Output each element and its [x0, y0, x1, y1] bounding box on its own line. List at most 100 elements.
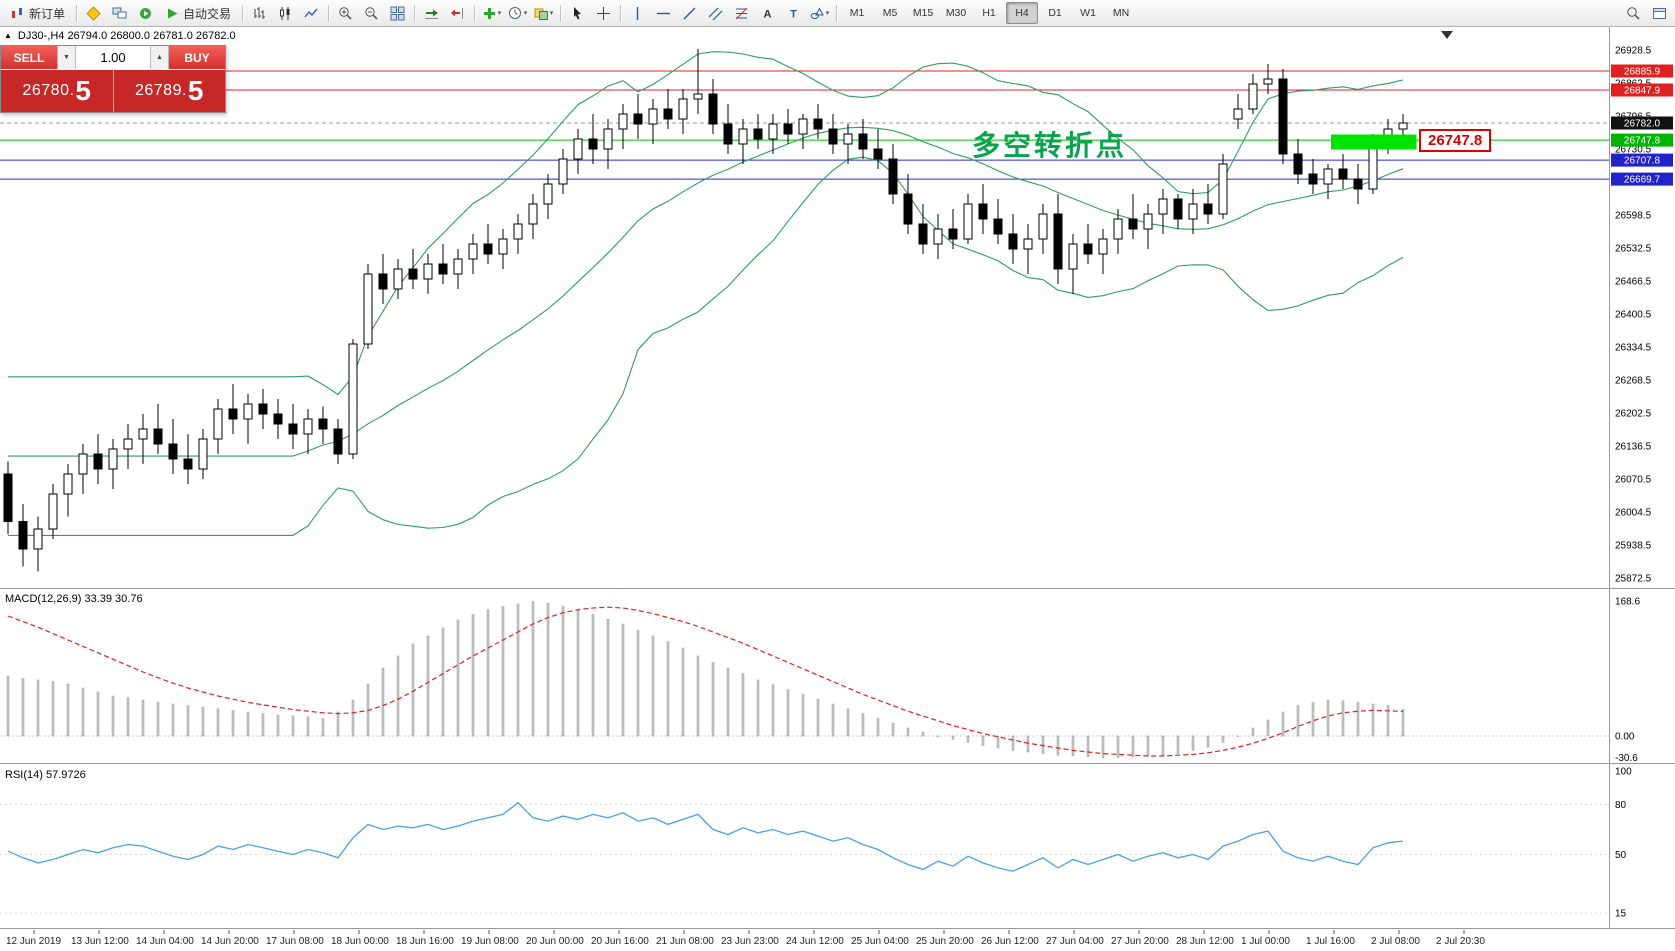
zoom-out-button[interactable]: [359, 2, 384, 24]
auto-scroll-button[interactable]: [419, 2, 444, 24]
candle: [423, 263, 433, 280]
chart-shift-marker[interactable]: [1441, 31, 1453, 39]
time-axis[interactable]: 12 Jun 2019 13 Jun 12:00 14 Jun 04:00 14 Ju…: [6, 930, 1485, 947]
candle: [558, 158, 568, 185]
tile-windows-button[interactable]: [385, 2, 410, 24]
macd-bar: [291, 715, 295, 737]
macd-bar: [186, 705, 190, 737]
timeframe-mn-button[interactable]: MN: [1112, 7, 1130, 19]
price-label-box[interactable]: 26747.8: [1419, 129, 1492, 152]
new-order-icon: [12, 7, 22, 18]
one-click-collapse-arrow[interactable]: ▲: [4, 31, 12, 40]
macd-bar: [336, 711, 340, 737]
macd-bar: [1341, 700, 1345, 737]
macd-bar: [156, 702, 160, 737]
macd-bar: [1116, 735, 1120, 758]
templates-button[interactable]: ▾: [531, 2, 556, 24]
price-tick-label: 26928.5: [1615, 45, 1652, 56]
trendline-button[interactable]: [677, 2, 702, 24]
strategy-tester-button[interactable]: [133, 2, 158, 24]
search-button[interactable]: [1621, 2, 1646, 24]
time-tick-label: 2 Jul 20:30: [1436, 936, 1485, 947]
macd-bar: [966, 735, 970, 743]
price-tick-label: 26202.5: [1615, 408, 1652, 419]
text-label-button[interactable]: T: [781, 2, 806, 24]
toolbar-separator: [242, 4, 244, 22]
macd-bar: [1296, 705, 1300, 737]
shapes-button[interactable]: ▾: [807, 2, 832, 24]
autotrading-play-icon: [168, 8, 178, 18]
timeframe-m1-button[interactable]: M1: [849, 7, 865, 19]
macd-bar: [831, 703, 835, 737]
timeframe-d1-button[interactable]: D1: [1048, 7, 1062, 19]
indicators-button[interactable]: ▾: [479, 2, 504, 24]
macd-bar: [1191, 735, 1195, 751]
channel-button[interactable]: [703, 2, 728, 24]
macd-bar: [1326, 699, 1330, 737]
sell-price[interactable]: 26780. 5: [1, 70, 113, 112]
candle: [1053, 213, 1063, 270]
toolbar-separator: [836, 4, 838, 22]
metaeditor-button[interactable]: [81, 2, 106, 24]
sell-price-main: 26780.: [22, 82, 75, 99]
line-chart-button[interactable]: [299, 2, 324, 24]
chart-canvas[interactable]: 26928.526862.526796.526730.526664.526598…: [0, 27, 1675, 951]
window-layout-button[interactable]: [1647, 2, 1672, 24]
timeframe-m30-button[interactable]: M30: [945, 7, 967, 19]
buy-price[interactable]: 26789. 5: [114, 70, 226, 112]
timeframe-w1-button[interactable]: W1: [1080, 7, 1096, 19]
timeframe-h1-button[interactable]: H1: [982, 7, 996, 19]
timeframe-m5-button[interactable]: M5: [882, 7, 898, 19]
volume-down-button[interactable]: ▼: [57, 46, 76, 69]
buy-price-main: 26789.: [134, 82, 187, 99]
text-button[interactable]: A: [755, 2, 780, 24]
candle: [513, 223, 523, 240]
candle: [618, 113, 628, 130]
candle: [153, 428, 163, 445]
data-window-button[interactable]: [107, 2, 132, 24]
candlestick-icon: [280, 6, 290, 20]
tester-icon: [140, 7, 152, 19]
fibonacci-button[interactable]: [729, 2, 754, 24]
candle: [138, 428, 148, 440]
current-price-line-badge: [1611, 116, 1673, 130]
chart-shift-button[interactable]: [445, 2, 470, 24]
candle: [1353, 178, 1363, 190]
candle: [1038, 213, 1048, 240]
candle: [48, 493, 58, 530]
pivot-line-badge: [1611, 133, 1673, 147]
chart-window[interactable]: 26928.526862.526796.526730.526664.526598…: [0, 27, 1675, 951]
candle: [873, 148, 883, 160]
vertical-line-button[interactable]: [625, 2, 650, 24]
candle: [723, 123, 733, 145]
macd-bar: [51, 681, 55, 737]
candle: [813, 118, 823, 130]
zoom-in-button[interactable]: [333, 2, 358, 24]
periods-button[interactable]: ▾: [505, 2, 530, 24]
tile-windows-icon: [390, 6, 405, 20]
macd-bar: [126, 697, 130, 737]
bar-chart-button[interactable]: [247, 2, 272, 24]
volume-up-button[interactable]: ▲: [150, 46, 169, 69]
candle: [948, 228, 958, 240]
candle: [1113, 218, 1123, 240]
vertical-line-icon: [636, 6, 639, 20]
autotrading-button[interactable]: 自动交易: [159, 2, 238, 24]
text-label-icon: T: [790, 8, 797, 20]
new-order-button[interactable]: 新订单: [3, 2, 72, 24]
macd-bar: [1251, 727, 1255, 737]
cursor-button[interactable]: [565, 2, 590, 24]
macd-bar: [681, 647, 685, 737]
candle: [783, 123, 793, 135]
buy-button[interactable]: BUY: [169, 46, 225, 69]
horizontal-line-button[interactable]: [651, 2, 676, 24]
sell-button[interactable]: SELL: [1, 46, 57, 69]
rsi-line: [7, 801, 1404, 872]
crosshair-button[interactable]: [591, 2, 616, 24]
timeframe-h4-button[interactable]: H4: [1006, 2, 1039, 24]
timeframe-m15-button[interactable]: M15: [912, 7, 934, 19]
candle: [648, 108, 658, 125]
volume-input[interactable]: 1.00: [76, 46, 150, 69]
highlight-rectangle[interactable]: [1331, 134, 1417, 150]
candlestick-chart-button[interactable]: [273, 2, 298, 24]
